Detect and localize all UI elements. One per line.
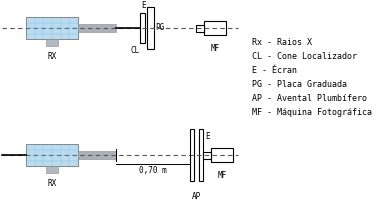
Bar <box>78 24 116 32</box>
Text: CL: CL <box>130 46 139 55</box>
Text: 0,70 m: 0,70 m <box>139 166 167 175</box>
Text: AP: AP <box>191 192 200 201</box>
Bar <box>140 13 145 43</box>
Text: E: E <box>205 132 210 141</box>
Bar <box>196 24 204 32</box>
Bar <box>190 129 194 181</box>
Bar <box>26 144 78 166</box>
Bar <box>46 166 58 173</box>
Bar <box>199 129 202 181</box>
Bar <box>26 17 78 39</box>
Text: PG - Placa Graduada: PG - Placa Graduada <box>252 80 347 89</box>
Bar <box>147 7 154 49</box>
Bar <box>78 151 116 159</box>
Bar <box>211 148 233 162</box>
Text: PG: PG <box>155 23 164 33</box>
Text: MF - Máquina Fotográfica: MF - Máquina Fotográfica <box>252 108 372 117</box>
Text: CL - Cone Localizador: CL - Cone Localizador <box>252 52 357 61</box>
Text: RX: RX <box>47 52 56 61</box>
Bar <box>46 39 58 46</box>
Bar <box>203 152 211 159</box>
Text: E: E <box>142 1 146 10</box>
Text: Rx - Raios X: Rx - Raios X <box>252 38 312 47</box>
Bar <box>204 21 226 35</box>
Text: E - Écran: E - Écran <box>252 66 297 75</box>
Text: MF: MF <box>218 171 227 180</box>
Text: AP - Avental Plumbífero: AP - Avental Plumbífero <box>252 94 367 103</box>
Text: MF: MF <box>210 44 219 53</box>
Text: RX: RX <box>47 179 56 188</box>
